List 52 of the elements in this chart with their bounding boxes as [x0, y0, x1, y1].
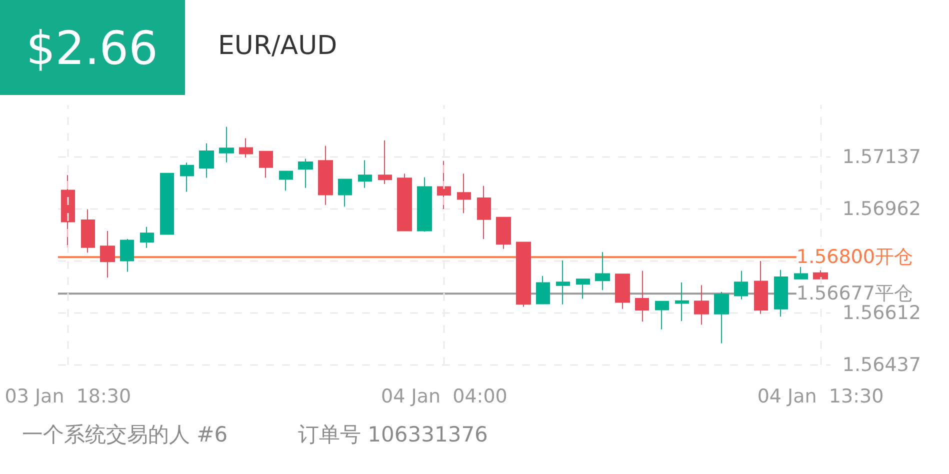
x-tick-label: 03 Jan 18:30: [4, 386, 132, 408]
candlestick: [734, 270, 748, 300]
candlestick: [378, 140, 392, 185]
candlestick: [576, 278, 590, 300]
candlestick: [635, 270, 649, 322]
y-tick-label: 1.56962: [842, 198, 921, 220]
candlestick: [556, 260, 570, 305]
candlestick: [298, 158, 313, 188]
candlestick: [100, 230, 115, 278]
candlestick: [595, 252, 610, 291]
y-tick-label: 1.57137: [842, 146, 921, 168]
candlestick: [477, 185, 491, 240]
candlestick: [120, 238, 134, 272]
text: 一个系统交易的人 #6: [22, 422, 228, 446]
y-tick-label: 1.56437: [842, 354, 921, 376]
candlestick: [694, 284, 709, 326]
candlestick: [239, 138, 253, 158]
candlestick: [754, 260, 768, 314]
candlestick: [219, 126, 234, 163]
candlestick: [199, 142, 214, 178]
candlestick: [774, 269, 788, 318]
candlestick: [140, 226, 154, 248]
candlestick: [496, 216, 511, 250]
candlestick: [81, 208, 95, 254]
candlestick: [358, 160, 372, 188]
candlestick: [813, 270, 828, 280]
candlestick: [397, 173, 412, 232]
candlestick: [714, 291, 729, 344]
text: 订单号 106331376: [298, 422, 488, 446]
candlestick: [338, 178, 352, 208]
candlestick: [457, 173, 471, 214]
ref-line-label: 1.56800开仓: [796, 246, 913, 268]
candlestick: [160, 172, 174, 235]
candlestick: [536, 275, 550, 304]
chart-title: EUR/AUD: [218, 31, 338, 61]
candlestick: [794, 266, 808, 280]
candlestick: [516, 242, 531, 308]
ref-line-label: 1.56677平仓: [796, 282, 913, 305]
candlestick: [437, 160, 451, 210]
candlestick: [259, 150, 273, 178]
candlestick: [61, 174, 75, 248]
y-tick-label: 1.56612: [842, 302, 921, 324]
candlestick: [417, 176, 432, 232]
candlestick: [655, 300, 669, 330]
x-tick-label: 04 Jan 04:00: [381, 386, 508, 408]
candlestick: [318, 145, 333, 206]
candlestick: [675, 282, 689, 322]
text: $2.66: [26, 21, 158, 75]
x-tick-label: 04 Jan 13:30: [757, 386, 884, 408]
candlestick: [180, 162, 194, 192]
candlestick: [615, 274, 630, 310]
candlestick: [279, 170, 293, 192]
